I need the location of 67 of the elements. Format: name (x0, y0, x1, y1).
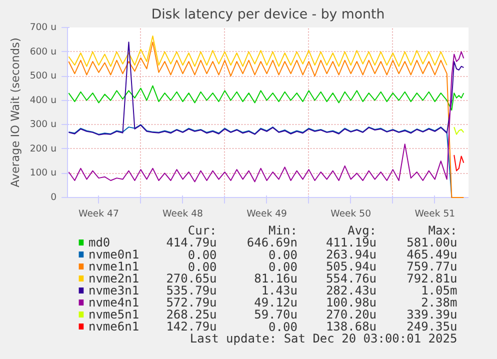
text: 505.94u (326, 260, 377, 274)
text: 792.81u (406, 272, 458, 286)
y-tick-label: 600 u (30, 46, 57, 58)
text: 646.69n (246, 236, 298, 250)
text: 270.20u (326, 308, 377, 322)
text: 411.19u (326, 236, 377, 250)
text: 59.70u (254, 308, 298, 322)
text: 249.35u (406, 320, 458, 334)
text: Cur: (188, 224, 217, 238)
text: Min: (268, 224, 298, 238)
legend-label: nvme5n1 (88, 308, 140, 322)
legend-label: nvme4n1 (88, 296, 140, 310)
y-tick-label: 500 u (30, 70, 57, 82)
text: 2.38m (421, 296, 458, 310)
x-tick-label: Week 48 (162, 208, 204, 220)
text: 535.79u (166, 284, 217, 298)
line-series (68, 85, 464, 111)
text: 1.05m (421, 284, 458, 298)
legend-label: nvme1n1 (88, 260, 140, 274)
text: 465.49u (406, 248, 458, 262)
text: 138.68u (326, 320, 377, 334)
x-tick-label: Week 50 (330, 208, 372, 220)
y-tick-label: 400 u (30, 94, 57, 106)
text: 0.00 (188, 260, 217, 274)
y-tick-label: 100 u (30, 168, 57, 179)
text: 414.79u (166, 236, 217, 250)
text: 263.94u (326, 248, 377, 262)
legend-label: nvme0n1 (88, 248, 140, 262)
text: 268.25u (166, 308, 217, 322)
text: Avg: (348, 224, 377, 238)
line-series (68, 36, 448, 67)
text: 581.00u (406, 236, 458, 250)
y-tick-label: 200 u (30, 143, 57, 154)
legend-label: nvme6n1 (88, 320, 140, 334)
legend-label: nvme3n1 (88, 284, 140, 298)
line-series (454, 126, 464, 135)
text: 81.16u (254, 272, 298, 286)
text: Last update: Sat Dec 20 03:00:01 2025 (190, 332, 458, 346)
y-tick-label: 300 u (30, 119, 57, 130)
text: 339.39u (406, 308, 458, 322)
text: 0.00 (188, 248, 217, 262)
line-series (68, 51, 464, 182)
chart-title: Disk latency per device - by month (151, 8, 385, 22)
text: 270.65u (166, 272, 217, 286)
text: 282.43u (326, 284, 377, 298)
legend-label: nvme2n1 (88, 272, 140, 286)
x-tick-label: Week 51 (414, 208, 456, 220)
x-tick-label: Week 49 (246, 208, 288, 220)
text: 100.98u (326, 296, 377, 310)
text: 554.76u (326, 272, 377, 286)
text: 0.00 (268, 260, 298, 274)
text: 142.79u (166, 320, 217, 334)
text: 759.77u (406, 260, 458, 274)
y-axis-title: Average IO Wait (seconds) (8, 38, 22, 188)
text: 0.00 (268, 248, 298, 262)
y-tick-label: 700 u (30, 22, 57, 33)
line-series (68, 42, 464, 136)
text: Max: (428, 224, 458, 238)
y-tick-label: 0 (50, 192, 57, 203)
text: 0.00 (268, 320, 298, 334)
text: 1.43u (261, 284, 298, 298)
text: 49.12u (254, 296, 298, 310)
line-series (68, 42, 464, 198)
x-tick-label: Week 47 (78, 208, 119, 220)
line-series (454, 154, 464, 172)
legend-label: md0 (88, 236, 110, 250)
text: 572.79u (166, 296, 217, 310)
